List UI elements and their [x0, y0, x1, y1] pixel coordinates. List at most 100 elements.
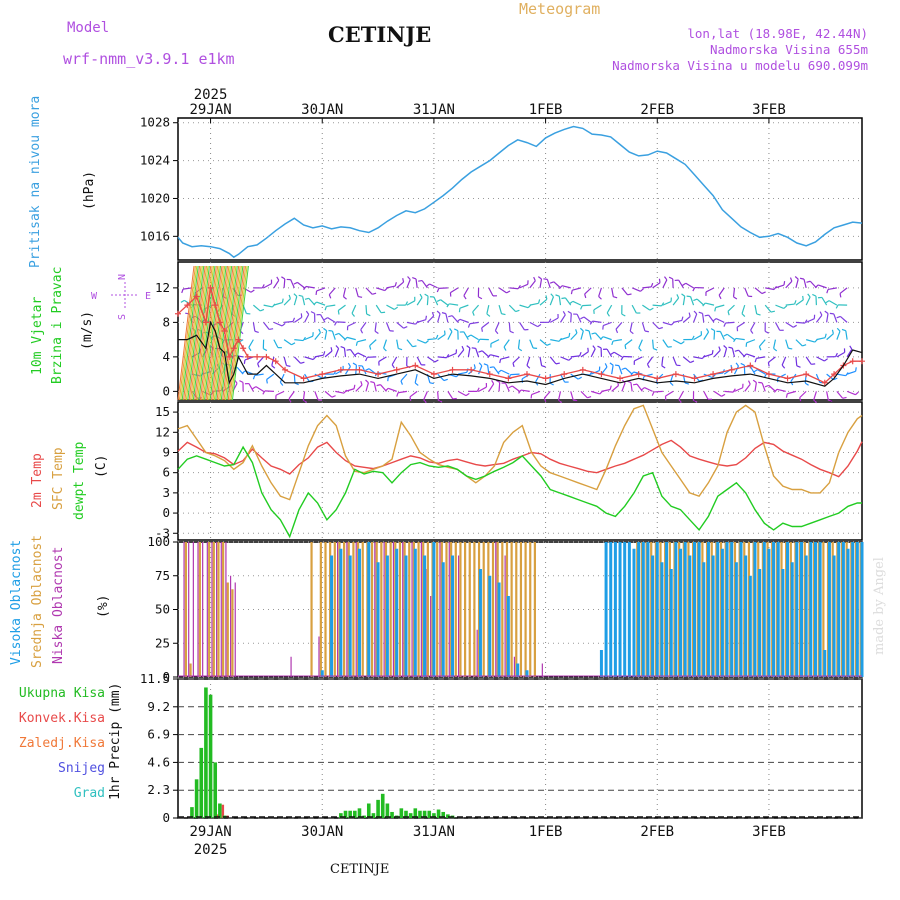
cloud-high-bar — [623, 542, 627, 677]
wind-barb-shaft — [355, 287, 359, 297]
wind-barb-shaft — [618, 365, 623, 375]
wind-barb-shaft — [559, 314, 566, 323]
wind-barb-flag — [305, 310, 310, 315]
wind-barb-shaft — [775, 284, 785, 289]
cloud-high-bar — [632, 548, 636, 677]
cloud-high-bar — [781, 569, 785, 677]
meteogram-title: Meteogram — [519, 0, 601, 18]
wind-barb-shaft — [816, 356, 825, 362]
cloud-high-bar — [697, 542, 701, 677]
wind-barb-flag — [414, 382, 419, 386]
precip-total-bar — [357, 808, 362, 818]
cloud-mid-bar — [519, 542, 523, 677]
wind-barb-shaft — [324, 390, 333, 398]
cloud-mid-bar — [491, 542, 495, 677]
cloud-high-bar — [748, 575, 752, 677]
wind-barb-shaft — [283, 339, 292, 346]
wind-gust-marker — [272, 358, 279, 365]
wind-barb-flag — [337, 310, 340, 315]
wind-barb-flag — [826, 289, 829, 294]
wind-barb-flag — [658, 278, 661, 283]
wind-barb-flag — [418, 279, 423, 282]
wind-barb-shaft — [526, 356, 531, 366]
wind-barb-flag — [537, 323, 542, 328]
wind-barb-shaft — [520, 389, 530, 392]
wind-barb-shaft — [846, 348, 853, 358]
wind-barb-flag — [394, 282, 397, 287]
wind-barb-shaft — [725, 321, 735, 324]
wind-barb-flag — [732, 388, 736, 393]
wind-strong-barb — [219, 265, 237, 401]
wind-barb-flag — [575, 329, 578, 334]
wind-barb-shaft — [357, 352, 367, 358]
wind-barb-shaft — [437, 334, 446, 341]
cloud-high-bar — [641, 542, 645, 677]
wind-barb-shaft — [290, 279, 295, 289]
wind-barb-shaft — [263, 283, 272, 289]
wind-barb-flag — [365, 379, 369, 384]
wind-barb-shaft — [642, 286, 652, 289]
precip-convective-bar — [221, 804, 225, 818]
wind-strong-barb — [205, 265, 223, 401]
wind-barb-flag — [723, 333, 728, 337]
wind-barb-flag — [429, 382, 434, 385]
wind-barb-flag — [486, 313, 491, 317]
wind-barb-shaft — [631, 304, 637, 314]
wind-gust-marker — [319, 371, 326, 378]
wind-barb-shaft — [316, 287, 326, 292]
wind-barb-flag — [658, 326, 663, 330]
wind-barb-shaft — [833, 313, 838, 323]
wind-barb-flag — [825, 300, 830, 304]
wind-barb-shaft — [621, 382, 626, 392]
wind-barb-flag — [497, 369, 502, 374]
wind-barb-flag — [343, 336, 348, 341]
cloud-high-bar — [851, 542, 855, 677]
wind-barb-flag — [733, 338, 737, 343]
wind-barb-flag — [663, 276, 668, 281]
cloud-mid-bar — [473, 542, 476, 677]
cloud-mid-bar — [212, 542, 215, 677]
wind-barb-flag — [391, 364, 395, 369]
wind-barb-flag — [383, 347, 387, 352]
wind-barb-shaft — [447, 331, 453, 340]
cloud-high-bar — [423, 555, 427, 677]
wind-barb-flag — [807, 293, 811, 298]
wind-barb-shaft — [757, 369, 766, 375]
cloud-mid-bar — [426, 542, 429, 677]
wind-barb-flag — [266, 379, 268, 384]
wind-barb-shaft — [846, 370, 856, 375]
wind-barb-shaft — [539, 298, 548, 306]
wind-barb-shaft — [334, 369, 344, 375]
wind-barb-flag — [691, 335, 695, 340]
wind-barb-flag — [334, 321, 338, 326]
wind-barb-shaft — [365, 287, 373, 295]
wind-gust-marker — [765, 371, 772, 378]
wind-barb-flag — [354, 352, 359, 356]
cloud-low-bar — [476, 629, 478, 677]
footer-station: CETINJE — [330, 862, 390, 877]
wind-barb-shaft — [416, 339, 426, 344]
wind-barb-flag — [293, 281, 298, 285]
cloud-mid-bar — [501, 542, 504, 677]
cloud-low-bar — [337, 542, 339, 677]
wind-barb-flag — [711, 350, 714, 355]
wind-barb-flag — [646, 363, 650, 369]
cloud-mid-bar — [226, 582, 229, 677]
wind-barb-flag — [323, 327, 327, 332]
wind-barb-shaft — [182, 287, 193, 290]
wind-barb-shaft — [304, 335, 314, 341]
wind-barb-flag — [239, 380, 244, 383]
wind-barb-shaft — [469, 321, 479, 325]
wind-barb-flag — [836, 315, 841, 319]
wind-barb-shaft — [334, 348, 340, 358]
wind-barb-shaft — [612, 339, 622, 342]
wind-barb-flag — [467, 334, 472, 338]
wind-barb-flag — [569, 300, 574, 305]
cloud-low-bar — [318, 636, 320, 677]
cloud-mid-bar — [389, 542, 392, 677]
wind-barb-shaft — [846, 390, 856, 396]
wind-barb-shaft — [703, 391, 709, 400]
wind-barb-flag — [718, 294, 722, 300]
cloud-high-bar — [813, 542, 817, 677]
